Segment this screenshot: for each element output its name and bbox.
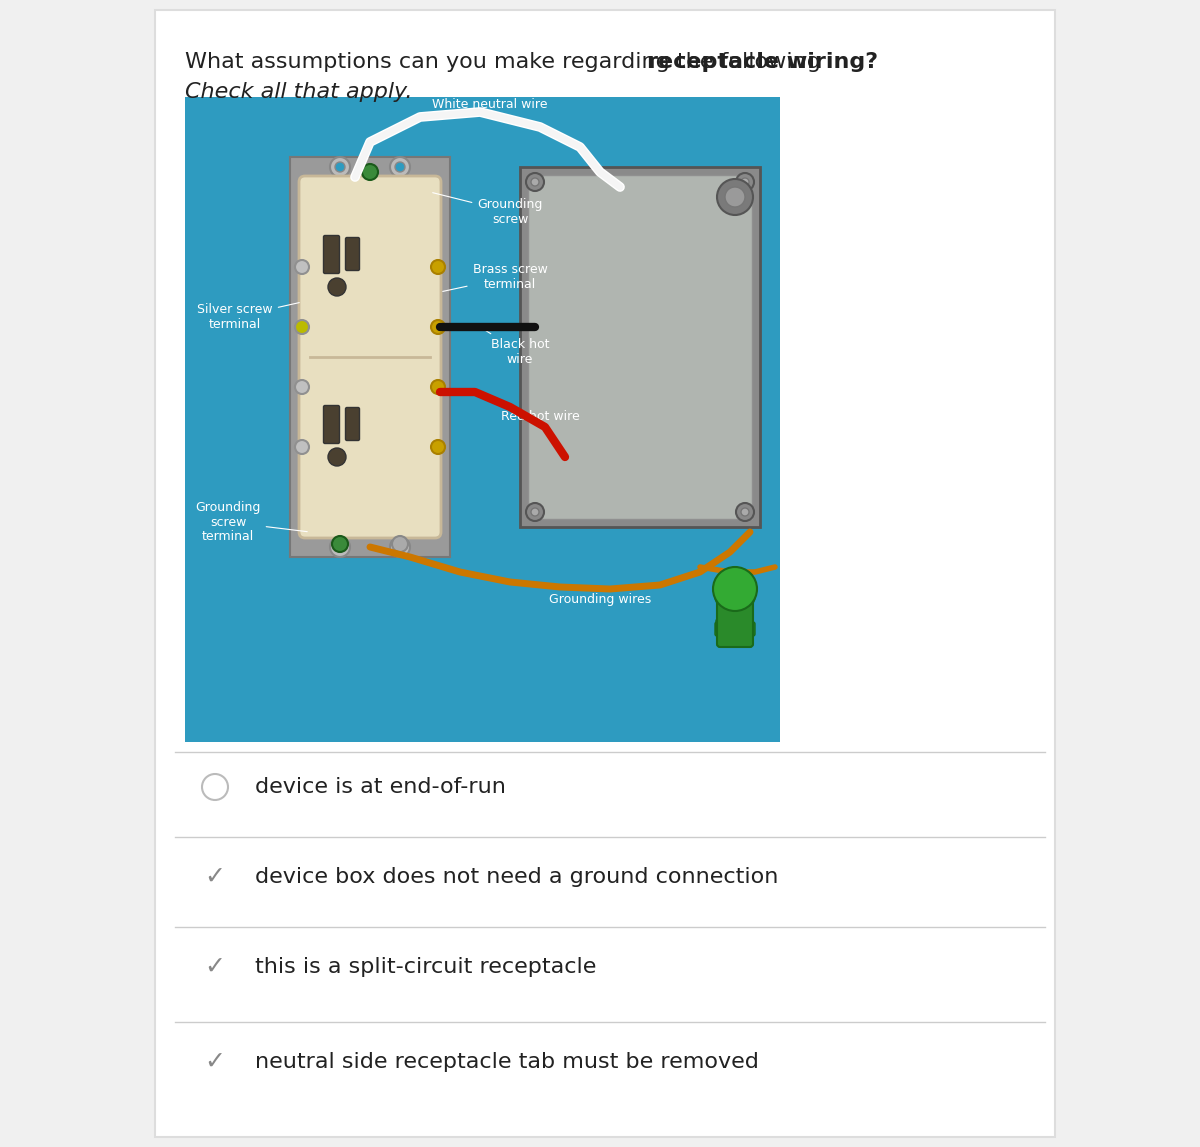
Circle shape bbox=[202, 774, 228, 799]
FancyBboxPatch shape bbox=[346, 407, 360, 440]
FancyBboxPatch shape bbox=[528, 175, 752, 518]
Text: Grounding wires: Grounding wires bbox=[548, 590, 652, 606]
Circle shape bbox=[332, 536, 348, 552]
Text: Brass screw
terminal: Brass screw terminal bbox=[443, 263, 547, 291]
Circle shape bbox=[431, 320, 445, 334]
Text: ✓: ✓ bbox=[204, 1050, 226, 1074]
FancyBboxPatch shape bbox=[718, 586, 754, 647]
Circle shape bbox=[742, 508, 749, 516]
Circle shape bbox=[742, 178, 749, 186]
FancyBboxPatch shape bbox=[290, 157, 450, 557]
Circle shape bbox=[395, 543, 406, 552]
Circle shape bbox=[328, 278, 346, 296]
Circle shape bbox=[715, 574, 755, 614]
Circle shape bbox=[395, 162, 406, 172]
Text: ✓: ✓ bbox=[204, 865, 226, 889]
Circle shape bbox=[295, 440, 310, 454]
Text: Silver screw
terminal: Silver screw terminal bbox=[197, 303, 299, 331]
FancyBboxPatch shape bbox=[721, 610, 749, 624]
Text: device is at end-of-run: device is at end-of-run bbox=[256, 777, 506, 797]
Text: Check all that apply.: Check all that apply. bbox=[185, 81, 413, 102]
Circle shape bbox=[431, 380, 445, 395]
Circle shape bbox=[736, 173, 754, 192]
Circle shape bbox=[725, 187, 745, 206]
Circle shape bbox=[362, 164, 378, 180]
Text: ✓: ✓ bbox=[204, 955, 226, 980]
FancyBboxPatch shape bbox=[185, 97, 780, 742]
FancyBboxPatch shape bbox=[722, 607, 746, 621]
Circle shape bbox=[335, 162, 346, 172]
Circle shape bbox=[295, 320, 310, 334]
FancyBboxPatch shape bbox=[324, 235, 340, 273]
Text: device box does not need a ground connection: device box does not need a ground connec… bbox=[256, 867, 779, 887]
FancyBboxPatch shape bbox=[155, 10, 1055, 1137]
Text: Black hot
wire: Black hot wire bbox=[482, 328, 550, 366]
Circle shape bbox=[390, 157, 410, 177]
Circle shape bbox=[736, 504, 754, 521]
Circle shape bbox=[392, 536, 408, 552]
Circle shape bbox=[328, 448, 346, 466]
FancyBboxPatch shape bbox=[716, 619, 754, 633]
Circle shape bbox=[713, 567, 757, 611]
Text: What assumptions can you make regarding the following: What assumptions can you make regarding … bbox=[185, 52, 828, 72]
Text: this is a split-circuit receptacle: this is a split-circuit receptacle bbox=[256, 957, 596, 977]
Circle shape bbox=[330, 157, 350, 177]
Text: Grounding
screw: Grounding screw bbox=[433, 193, 542, 226]
Circle shape bbox=[526, 173, 544, 192]
Text: receptacle wiring?: receptacle wiring? bbox=[647, 52, 878, 72]
Circle shape bbox=[530, 508, 539, 516]
FancyBboxPatch shape bbox=[718, 616, 752, 630]
Circle shape bbox=[431, 260, 445, 274]
Text: White neutral wire: White neutral wire bbox=[432, 99, 547, 116]
Circle shape bbox=[335, 543, 346, 552]
FancyBboxPatch shape bbox=[346, 237, 360, 271]
Circle shape bbox=[295, 260, 310, 274]
Text: neutral side receptacle tab must be removed: neutral side receptacle tab must be remo… bbox=[256, 1052, 758, 1072]
Circle shape bbox=[718, 179, 754, 214]
FancyBboxPatch shape bbox=[299, 175, 442, 538]
Circle shape bbox=[526, 504, 544, 521]
Text: Red hot wire: Red hot wire bbox=[500, 407, 580, 423]
Circle shape bbox=[295, 380, 310, 395]
Circle shape bbox=[431, 440, 445, 454]
Circle shape bbox=[330, 537, 350, 557]
Text: Grounding
screw
terminal: Grounding screw terminal bbox=[196, 500, 307, 544]
FancyBboxPatch shape bbox=[520, 167, 760, 526]
FancyBboxPatch shape bbox=[719, 612, 750, 627]
FancyBboxPatch shape bbox=[715, 622, 755, 635]
FancyBboxPatch shape bbox=[324, 406, 340, 444]
Circle shape bbox=[530, 178, 539, 186]
Circle shape bbox=[390, 537, 410, 557]
